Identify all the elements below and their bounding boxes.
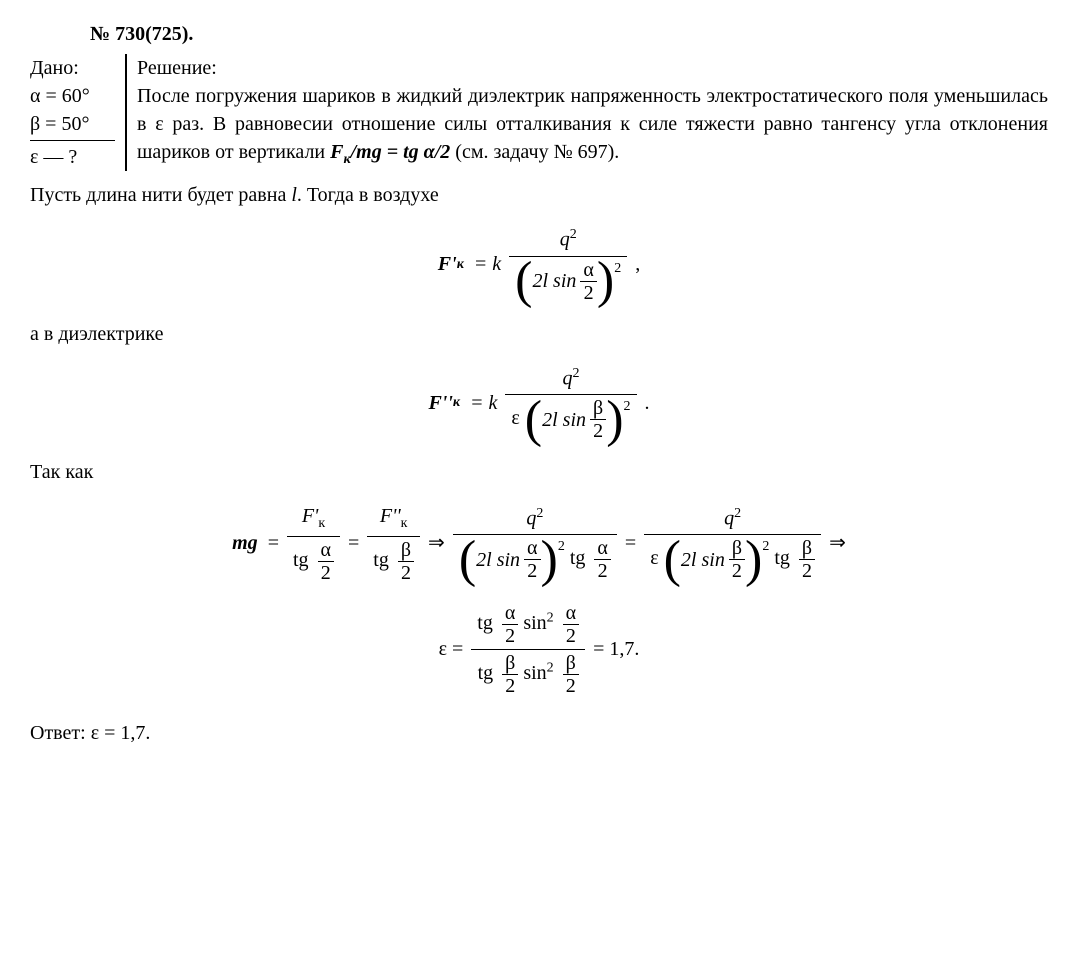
eq1-den-frac-num: α	[580, 259, 596, 282]
eq3-p1-sup: 2	[558, 539, 565, 554]
eq3-eq2: =	[348, 529, 359, 557]
eq4-den-b2: 2	[502, 675, 518, 697]
eq3-f1-num: F'	[302, 505, 319, 527]
eq2-den-frac-den: 2	[590, 420, 606, 442]
eq3-eq1: =	[268, 529, 279, 557]
eq3-p2-tg-den: 2	[799, 560, 815, 582]
eq3-p2-tg: tg	[774, 548, 790, 570]
eq3-p2-num: β	[729, 537, 745, 560]
eq3-arrow2: ⇒	[829, 529, 846, 557]
eq3-f1-sub: к	[318, 516, 325, 531]
equation-3: mg = F'к tg α 2 = F''к tg β 2 ⇒	[30, 500, 1048, 586]
eq2-outer-sup: 2	[624, 399, 631, 414]
eq3-p2-tg-num: β	[799, 537, 815, 560]
eq1-comma: ,	[635, 250, 640, 278]
eq3-p2-2l: 2l sin	[681, 546, 725, 574]
eq4-num-a2: 2	[502, 625, 518, 647]
eq3-q2a: q	[526, 507, 536, 529]
eq3-f2-den-den: 2	[398, 562, 414, 584]
solution-column: Решение: После погружения шариков в жидк…	[127, 54, 1048, 170]
eq1-den-2l: 2l sin	[533, 267, 577, 295]
eq3-f2-sub: к	[401, 516, 408, 531]
eq1-eq: = k	[474, 250, 501, 278]
eq4-den-sin: sin	[523, 662, 546, 684]
body-line2: а в диэлектрике	[30, 320, 1048, 348]
equation-1: F'к = k q2 2l sin α 2 2 ,	[30, 223, 1048, 306]
eq3-f1-den-den: 2	[318, 562, 334, 584]
line1-text: Пусть длина нити будет равна	[30, 184, 291, 206]
eq2-den-frac-num: β	[590, 397, 606, 420]
eq3-f2-tg: tg	[373, 549, 389, 571]
equation-4: ε = tg α 2 sin2 α 2 tg β 2	[30, 600, 1048, 699]
eq3-f2-den-num: β	[398, 539, 414, 562]
given-find: ε — ?	[30, 143, 115, 171]
eq2-lhs-sub: к	[453, 393, 460, 413]
eq3-p2-den: 2	[729, 560, 745, 582]
eq3-eps: ε	[650, 548, 658, 570]
eq4-den-b1: β	[502, 652, 518, 675]
eq1-den-frac-den: 2	[580, 282, 596, 304]
line1-end: . Тогда в воздухе	[297, 184, 439, 206]
eq3-arrow1: ⇒	[428, 529, 445, 557]
eq4-num-a1: α	[502, 602, 518, 625]
eq2-num: q	[562, 367, 572, 389]
eq1-lhs-sub: к	[457, 255, 464, 275]
given-column: Дано: α = 60° β = 50° ε — ?	[30, 54, 127, 171]
answer-label: Ответ:	[30, 722, 91, 744]
given-solution-block: Дано: α = 60° β = 50° ε — ? Решение: Пос…	[30, 54, 1048, 171]
eq3-f1-tg: tg	[293, 549, 309, 571]
eq4-num-sin-sup: 2	[547, 610, 554, 625]
eq2-den-eps: ε	[511, 407, 519, 429]
eq3-f2-num: F''	[380, 505, 401, 527]
eq2-lhs: F''	[428, 389, 452, 417]
eq3-p1-tg-num: α	[594, 537, 610, 560]
eq2-period: .	[645, 389, 650, 417]
eq1-num: q	[560, 229, 570, 251]
eq3-mg: mg	[232, 529, 258, 557]
eq3-q2b-sup: 2	[734, 506, 741, 521]
formula-reference: (см. задачу № 697).	[450, 141, 619, 163]
eq3-p1-tg-den: 2	[594, 560, 610, 582]
eq1-num-sup: 2	[570, 227, 577, 242]
eq3-q2b: q	[724, 507, 734, 529]
eq4-den-b2b: 2	[563, 675, 579, 697]
eq4-den-sin-sup: 2	[547, 660, 554, 675]
eq3-p1-2l: 2l sin	[476, 546, 520, 574]
problem-number: № 730(725).	[90, 20, 1048, 48]
eq4-num-a2b: 2	[563, 625, 579, 647]
solution-label: Решение:	[137, 54, 1048, 82]
answer-line: Ответ: ε = 1,7.	[30, 719, 1048, 747]
eq3-p1-num: α	[524, 537, 540, 560]
eq4-result: = 1,7.	[593, 635, 639, 663]
eq4-num-sin: sin	[523, 612, 546, 634]
given-alpha: α = 60°	[30, 82, 115, 110]
eq1-lhs: F'	[438, 250, 457, 278]
fk-symbol: Fк	[330, 141, 350, 163]
eq4-num-a1b: α	[563, 602, 579, 625]
eq4-den-b1b: β	[563, 652, 579, 675]
eq2-den-2l: 2l sin	[542, 406, 586, 434]
eq4-eps: ε =	[439, 635, 464, 663]
eq4-den-tg: tg	[478, 662, 494, 684]
eq3-f1-den-num: α	[318, 539, 334, 562]
given-label: Дано:	[30, 54, 115, 82]
body-line1: Пусть длина нити будет равна l. Тогда в …	[30, 181, 1048, 209]
eq3-p1-den: 2	[524, 560, 540, 582]
fk-mg-formula: /mg = tg α/2	[351, 141, 451, 163]
body-line3: Так как	[30, 458, 1048, 486]
answer-value: ε = 1,7.	[91, 722, 151, 744]
given-beta: β = 50°	[30, 110, 115, 138]
eq3-eq3: =	[625, 529, 636, 557]
eq3-q2a-sup: 2	[536, 506, 543, 521]
solution-paragraph: После погружения шариков в жидкий диэлек…	[137, 82, 1048, 170]
eq2-eq: = k	[470, 389, 497, 417]
eq1-outer-sup: 2	[614, 261, 621, 276]
eq2-num-sup: 2	[572, 366, 579, 381]
eq3-p1-tg: tg	[570, 548, 586, 570]
eq4-num-tg: tg	[477, 612, 493, 634]
equation-2: F''к = k q2 ε 2l sin β 2 2 .	[30, 362, 1048, 445]
eq3-p2-sup: 2	[762, 539, 769, 554]
given-divider	[30, 140, 115, 141]
